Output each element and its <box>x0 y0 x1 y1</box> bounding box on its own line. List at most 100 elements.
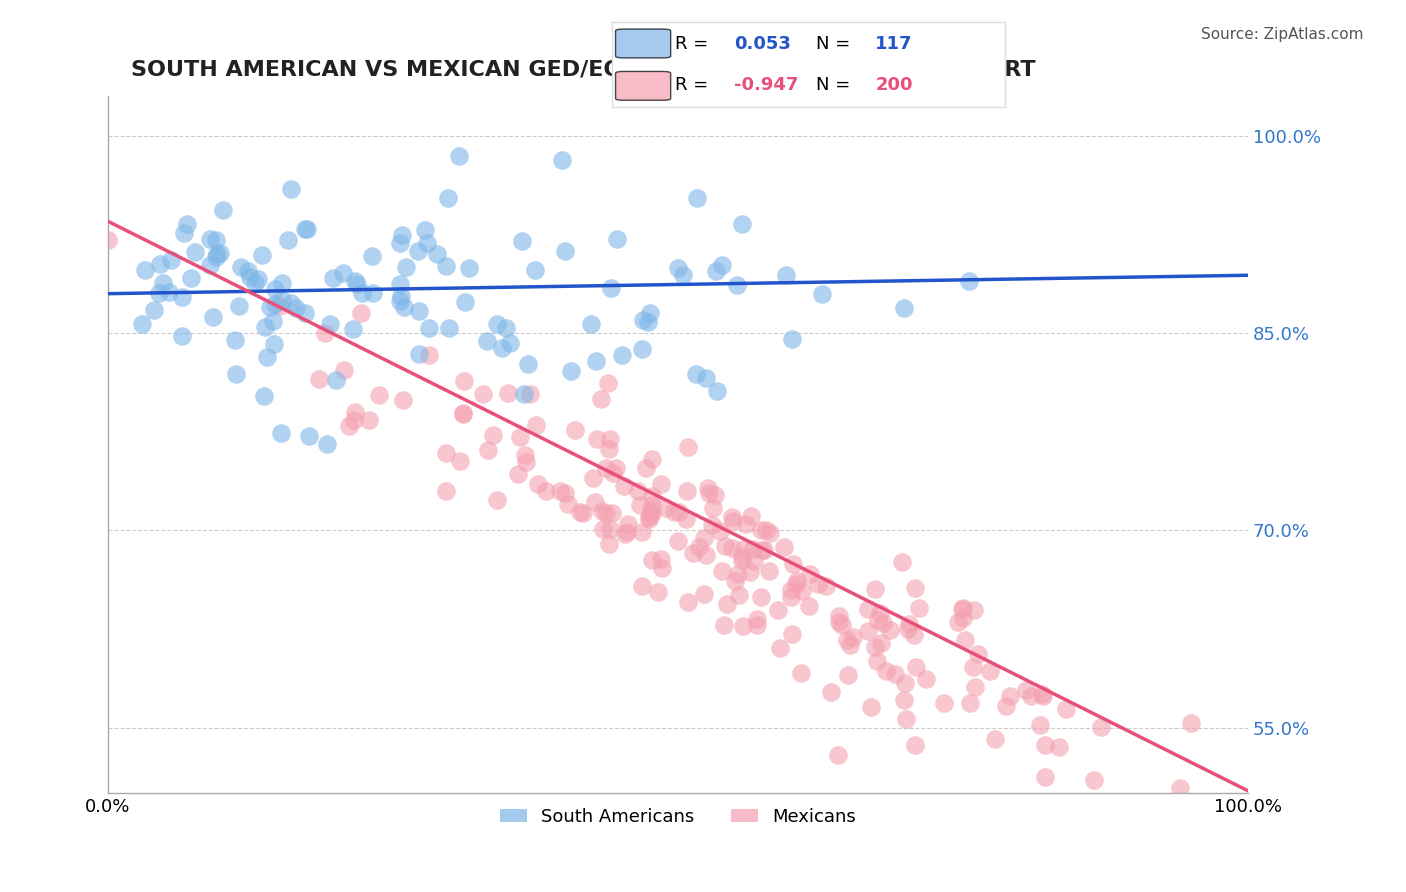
Point <box>436 191 458 205</box>
Point <box>638 306 661 320</box>
Point <box>548 483 571 498</box>
Point <box>554 244 576 258</box>
Point <box>392 301 415 315</box>
Point <box>513 387 536 401</box>
Point <box>1033 738 1056 752</box>
Point <box>723 514 745 528</box>
Point <box>426 246 449 260</box>
Point <box>780 332 803 346</box>
Point <box>598 442 620 457</box>
Point <box>449 454 471 468</box>
Point <box>789 665 811 680</box>
Point <box>815 579 838 593</box>
Point <box>246 272 269 286</box>
Point <box>454 294 477 309</box>
Point <box>896 712 918 726</box>
Point <box>437 321 460 335</box>
Point <box>176 218 198 232</box>
Point <box>721 510 744 524</box>
Point <box>413 223 436 237</box>
Point <box>346 277 368 292</box>
Point <box>585 353 607 368</box>
Point <box>418 348 440 362</box>
Point <box>742 542 765 557</box>
Point <box>605 461 627 475</box>
Point <box>714 540 737 554</box>
Point <box>731 549 754 564</box>
Point <box>1047 740 1070 755</box>
Point <box>308 372 330 386</box>
Point <box>395 260 418 274</box>
Point <box>434 446 457 460</box>
Point <box>869 606 891 620</box>
Point <box>894 676 917 690</box>
Point <box>952 601 974 615</box>
Point <box>596 376 619 390</box>
Point <box>984 732 1007 747</box>
Point <box>838 638 860 652</box>
Point <box>262 314 284 328</box>
Point <box>159 253 181 268</box>
Point <box>630 525 652 540</box>
Point <box>509 430 531 444</box>
Point <box>343 413 366 427</box>
Point <box>391 228 413 243</box>
Point <box>965 680 987 694</box>
Point <box>1035 770 1057 784</box>
Point <box>591 504 613 518</box>
Point <box>1180 715 1202 730</box>
Point <box>662 504 685 518</box>
Point <box>696 481 718 495</box>
Point <box>485 318 508 332</box>
Point <box>863 640 886 655</box>
Point <box>713 618 735 632</box>
Point <box>745 612 768 626</box>
Point <box>893 301 915 315</box>
Point <box>752 542 775 557</box>
Point <box>727 566 749 581</box>
Point <box>751 542 773 557</box>
Point <box>513 448 536 462</box>
Point <box>516 357 538 371</box>
Point <box>337 419 360 434</box>
Point <box>775 268 797 282</box>
Point <box>482 427 505 442</box>
Text: 200: 200 <box>876 77 912 95</box>
Point <box>711 564 734 578</box>
Point <box>491 341 513 355</box>
Point <box>598 537 620 551</box>
Point <box>270 277 292 291</box>
Point <box>157 285 180 299</box>
Point <box>1029 718 1052 732</box>
Point <box>600 280 623 294</box>
Point <box>706 384 728 398</box>
Point <box>170 290 193 304</box>
Point <box>837 668 859 682</box>
Point <box>747 618 769 632</box>
Point <box>198 232 221 246</box>
Point <box>343 274 366 288</box>
Point <box>869 636 891 650</box>
Point <box>859 699 882 714</box>
Point <box>325 373 347 387</box>
Point <box>408 347 430 361</box>
Point <box>716 597 738 611</box>
Point <box>515 455 537 469</box>
Point <box>807 577 830 591</box>
Point <box>650 477 672 491</box>
Point <box>613 478 636 492</box>
Point <box>253 320 276 334</box>
Point <box>131 317 153 331</box>
Point <box>640 503 662 517</box>
Point <box>868 613 890 627</box>
Point <box>294 306 316 320</box>
Point <box>998 689 1021 703</box>
Point <box>560 364 582 378</box>
Point <box>835 632 858 647</box>
Point <box>640 499 662 513</box>
Point <box>202 310 225 325</box>
Point <box>519 387 541 401</box>
Point <box>897 623 920 637</box>
Text: Source: ZipAtlas.com: Source: ZipAtlas.com <box>1201 27 1364 42</box>
Point <box>582 471 605 485</box>
